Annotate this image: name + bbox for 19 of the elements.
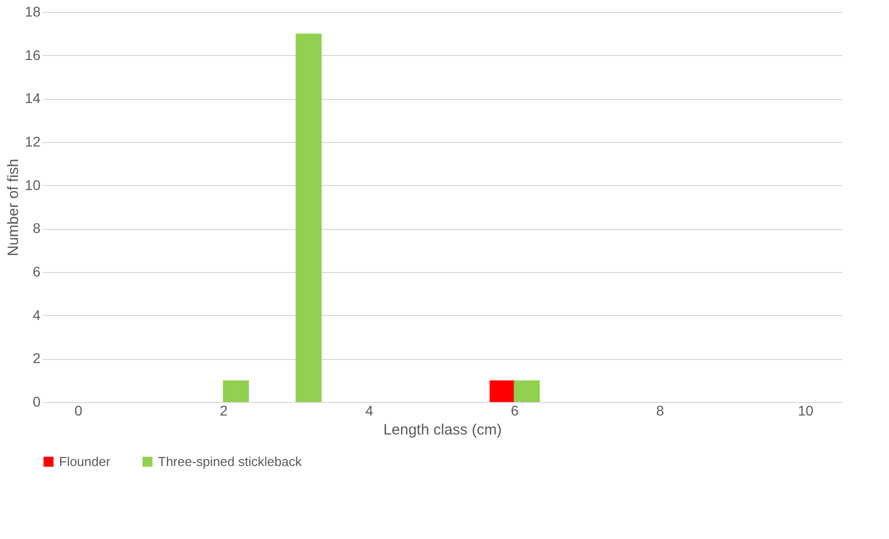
y-tick-label: 10 xyxy=(24,176,41,193)
y-tick-label: 16 xyxy=(24,46,41,63)
x-tick-label: 10 xyxy=(798,402,814,418)
y-tick-label: 8 xyxy=(32,220,41,236)
legend-label: Flounder xyxy=(59,454,111,469)
legend-label: Three-spined stickleback xyxy=(158,454,302,469)
x-tick-label: 4 xyxy=(365,402,374,418)
y-tick-label: 18 xyxy=(24,4,41,20)
x-tick-label: 2 xyxy=(220,402,228,418)
x-axis-title: Length class (cm) xyxy=(383,422,502,438)
y-tick-label: 12 xyxy=(24,134,41,150)
x-tick-label: 0 xyxy=(74,402,82,418)
x-tick-label: 6 xyxy=(510,402,519,418)
y-tick-label: 14 xyxy=(24,90,41,106)
y-axis-title: Number of fish xyxy=(4,158,22,256)
x-tick-label: 8 xyxy=(656,402,664,418)
y-tick-label: 6 xyxy=(32,264,41,280)
y-tick-label: 4 xyxy=(32,306,41,323)
y-tick-label: 2 xyxy=(32,350,41,366)
